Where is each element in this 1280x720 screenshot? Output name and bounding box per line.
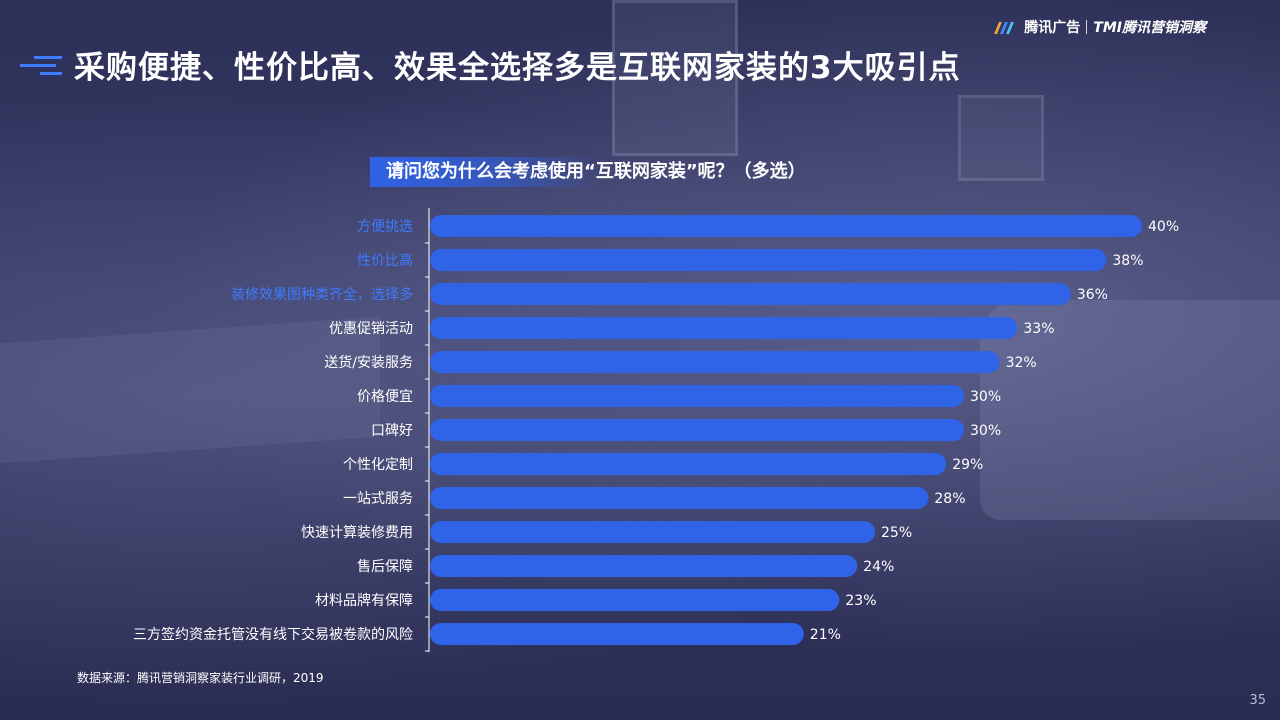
value-label: 40% xyxy=(1148,219,1179,235)
value-label: 28% xyxy=(934,491,965,507)
category-label: 方便挑选 xyxy=(357,219,413,235)
value-label: 33% xyxy=(1023,321,1054,337)
question-banner: 请问您为什么会考虑使用“互联网家装”呢？（多选） xyxy=(370,157,806,187)
bar xyxy=(430,555,858,577)
wall-frame xyxy=(958,95,1044,181)
bar xyxy=(430,589,840,611)
value-label: 30% xyxy=(970,389,1001,405)
category-label: 性价比高 xyxy=(357,252,413,269)
category-label: 材料品牌有保障 xyxy=(315,592,413,609)
value-label: 23% xyxy=(845,593,876,609)
bar xyxy=(430,351,1000,373)
value-label: 21% xyxy=(810,627,841,643)
category-label: 快速计算装修费用 xyxy=(301,525,413,541)
value-label: 38% xyxy=(1112,253,1143,269)
tencent-ads-logo-icon xyxy=(994,22,1015,34)
value-label: 25% xyxy=(881,525,912,541)
bar xyxy=(430,487,929,509)
brand-logo: 腾讯广告 TMI腾讯营销洞察 xyxy=(992,16,1206,38)
title-bar: 采购便捷、性价比高、效果全选择多是互联网家装的3大吸引点 xyxy=(20,42,961,87)
bar xyxy=(430,215,1142,237)
category-label: 价格便宜 xyxy=(357,389,413,405)
bar xyxy=(430,419,964,441)
question-text: 请问您为什么会考虑使用“互联网家装”呢？（多选） xyxy=(386,161,806,182)
title-lines-icon xyxy=(20,55,62,75)
wall-frame xyxy=(612,0,738,156)
bar xyxy=(430,249,1107,271)
sofa-shape xyxy=(980,300,1280,520)
category-label: 三方签约资金托管没有线下交易被卷款的风险 xyxy=(133,626,413,643)
logo-text-tmi: TMI腾讯营销洞察 xyxy=(1093,20,1206,36)
data-source: 数据来源：腾讯营销洞察家装行业调研，2019 xyxy=(77,671,324,685)
category-label: 优惠促销活动 xyxy=(329,321,413,337)
bar-chart: 方便挑选 40% 性价比高 38% 装修效果图种类齐全，选择多 36% 优惠促销活动 33% 送… xyxy=(133,208,1179,652)
bar xyxy=(430,623,804,645)
value-label: 29% xyxy=(952,457,983,473)
logo-divider xyxy=(1086,20,1088,34)
page-title: 采购便捷、性价比高、效果全选择多是互联网家装的3大吸引点 xyxy=(74,50,961,86)
logo-text-tencent-ads: 腾讯广告 xyxy=(1024,20,1081,36)
category-label: 售后保障 xyxy=(357,559,413,575)
bar xyxy=(430,385,964,407)
bar xyxy=(430,521,875,543)
category-label: 装修效果图种类齐全，选择多 xyxy=(231,286,413,303)
value-label: 30% xyxy=(970,423,1001,439)
page-number: 35 xyxy=(1249,693,1266,708)
value-label: 32% xyxy=(1006,355,1037,371)
question-highlight xyxy=(370,157,600,187)
bar xyxy=(430,283,1071,305)
value-label: 24% xyxy=(863,559,894,575)
category-label: 口碑好 xyxy=(371,423,413,439)
category-label: 送货/安装服务 xyxy=(324,354,413,371)
bar xyxy=(430,317,1018,339)
bar xyxy=(430,453,947,475)
category-label: 一站式服务 xyxy=(343,491,413,507)
value-label: 36% xyxy=(1077,287,1108,303)
category-label: 个性化定制 xyxy=(343,457,413,473)
